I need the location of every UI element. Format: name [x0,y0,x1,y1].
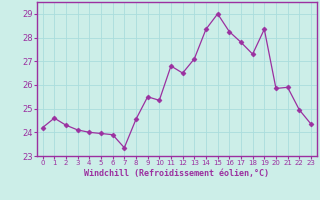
X-axis label: Windchill (Refroidissement éolien,°C): Windchill (Refroidissement éolien,°C) [84,169,269,178]
